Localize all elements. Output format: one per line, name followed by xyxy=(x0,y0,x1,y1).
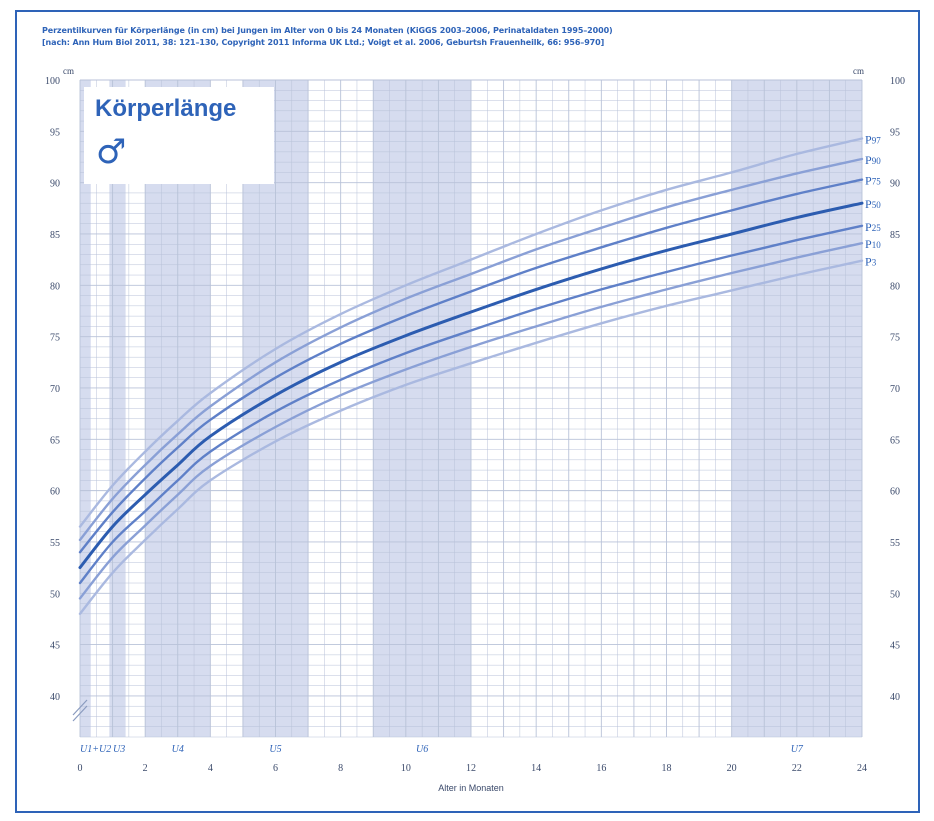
curve-label-letter: P xyxy=(865,153,872,167)
y-tick-label-right: 85 xyxy=(890,230,900,241)
curve-label-p50: P50 xyxy=(865,197,881,211)
curve-p75 xyxy=(78,178,864,554)
curve-p97 xyxy=(78,137,864,528)
curve-label-number: 3 xyxy=(872,258,877,268)
chart-title-line-1: Perzentilkurven für Körperlänge (in cm) … xyxy=(42,26,613,35)
x-tick-label: 14 xyxy=(531,763,541,774)
curve-label-letter: P xyxy=(865,197,872,211)
x-tick-label: 0 xyxy=(78,763,83,774)
y-tick-label-left: 80 xyxy=(50,281,60,292)
y-tick-label-left: 90 xyxy=(50,179,60,190)
exam-label-u7: U7 xyxy=(791,744,804,755)
y-unit-label-left: cm xyxy=(63,66,74,76)
y-tick-label-right: 90 xyxy=(890,179,900,190)
x-tick-label: 2 xyxy=(143,763,148,774)
curve-label-number: 25 xyxy=(872,223,882,233)
curve-p25 xyxy=(78,224,864,585)
curve-label-p10: P10 xyxy=(865,237,881,251)
y-tick-label-right: 50 xyxy=(890,589,900,600)
y-tick-label-left: 60 xyxy=(50,487,60,498)
curve-label-letter: P xyxy=(865,174,872,188)
curve-label-number: 10 xyxy=(872,240,882,250)
y-tick-label-right: 80 xyxy=(890,281,900,292)
curve-label-number: 97 xyxy=(872,136,882,146)
x-tick-label: 4 xyxy=(208,763,213,774)
y-tick-label-left: 45 xyxy=(50,641,60,652)
curve-label-letter: P xyxy=(865,255,872,269)
x-tick-label: 24 xyxy=(857,763,867,774)
y-tick-label-right: 45 xyxy=(890,641,900,652)
x-tick-label: 20 xyxy=(727,763,737,774)
x-tick-label: 8 xyxy=(338,763,343,774)
title-panel-box xyxy=(84,87,274,184)
curve-label-p90: P90 xyxy=(865,153,881,167)
curve-p50 xyxy=(78,201,864,570)
curve-p10 xyxy=(78,242,864,600)
y-tick-label-left: 95 xyxy=(50,127,60,138)
y-tick-label-right: 55 xyxy=(890,538,900,549)
curve-label-p25: P25 xyxy=(865,220,881,234)
curve-label-p75: P75 xyxy=(865,174,881,188)
y-tick-label-left: 40 xyxy=(50,692,60,703)
curve-label-number: 50 xyxy=(872,200,882,210)
curve-p90 xyxy=(78,157,864,542)
exam-label-u1-u2: U1+U2 xyxy=(80,744,111,755)
curve-label-letter: P xyxy=(865,237,872,251)
y-tick-label-right: 60 xyxy=(890,487,900,498)
x-tick-label: 22 xyxy=(792,763,802,774)
y-tick-label-left: 75 xyxy=(50,333,60,344)
exam-label-u4: U4 xyxy=(172,744,184,755)
y-tick-label-right: 95 xyxy=(890,127,900,138)
title-panel: Körperlänge ♂ xyxy=(84,87,274,184)
exam-label-u5: U5 xyxy=(269,744,281,755)
exam-label-u3: U3 xyxy=(113,744,125,755)
curve-p3 xyxy=(78,259,864,615)
chart-title-line-2: [nach: Ann Hum Biol 2011, 38: 121–130, C… xyxy=(42,38,605,47)
axis-break-icon xyxy=(72,699,88,722)
x-tick-label: 6 xyxy=(273,763,278,774)
y-tick-label-right: 100 xyxy=(890,76,905,87)
x-tick-label: 10 xyxy=(401,763,411,774)
male-symbol-icon: ♂ xyxy=(96,132,126,172)
curve-label-number: 75 xyxy=(872,177,882,187)
x-axis-label: Alter in Monaten xyxy=(438,783,504,793)
curve-label-letter: P xyxy=(865,133,872,147)
y-tick-label-left: 55 xyxy=(50,538,60,549)
y-tick-label-left: 50 xyxy=(50,589,60,600)
y-tick-label-left: 100 xyxy=(45,76,60,87)
curve-label-p3: P3 xyxy=(865,255,877,269)
curve-label-p97: P97 xyxy=(865,133,881,147)
y-tick-label-right: 65 xyxy=(890,435,900,446)
panel-title: Körperlänge xyxy=(95,95,236,122)
x-tick-label: 12 xyxy=(466,763,476,774)
y-tick-label-right: 70 xyxy=(890,384,900,395)
exam-label-u6: U6 xyxy=(416,744,428,755)
percentile-curves xyxy=(78,137,864,615)
y-tick-label-right: 40 xyxy=(890,692,900,703)
curve-label-number: 90 xyxy=(872,156,882,166)
y-unit-label-right: cm xyxy=(853,66,864,76)
x-tick-label: 18 xyxy=(662,763,672,774)
y-tick-label-left: 65 xyxy=(50,435,60,446)
x-tick-label: 16 xyxy=(596,763,606,774)
y-tick-label-left: 85 xyxy=(50,230,60,241)
y-tick-label-left: 70 xyxy=(50,384,60,395)
y-tick-label-right: 75 xyxy=(890,333,900,344)
curve-label-letter: P xyxy=(865,220,872,234)
